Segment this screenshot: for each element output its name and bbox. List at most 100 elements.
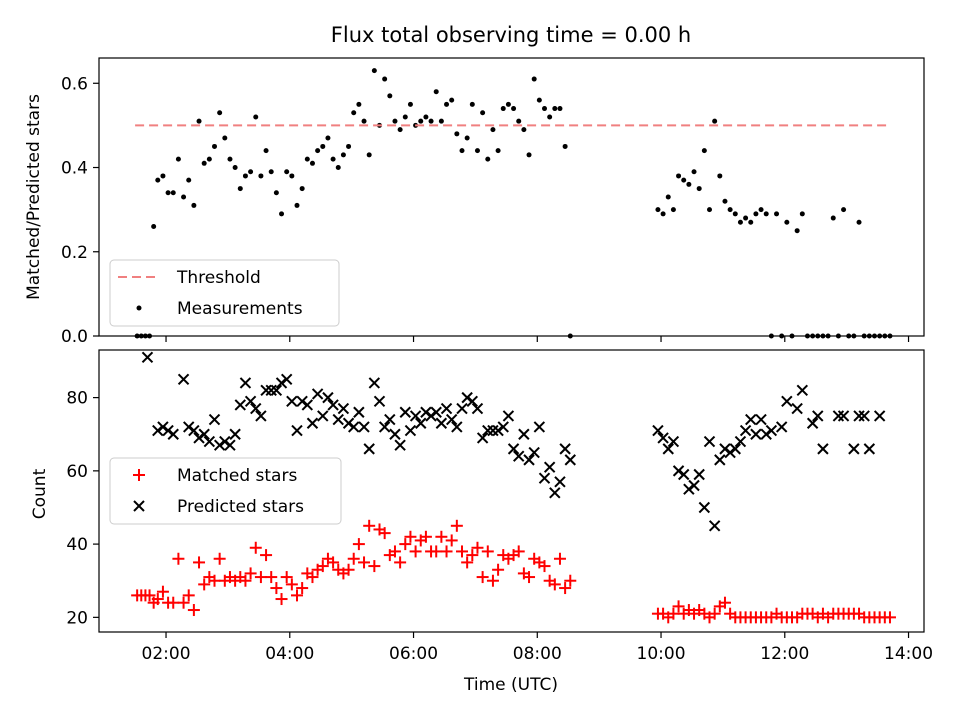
measurement-point xyxy=(521,127,527,133)
predicted-star-point xyxy=(445,413,458,426)
matched-star-point xyxy=(471,541,484,554)
count-plot-frame xyxy=(98,349,925,633)
measurement-point xyxy=(449,97,455,103)
predicted-star-point xyxy=(373,395,386,407)
matched-star-point xyxy=(151,593,164,606)
matched-star-point xyxy=(445,534,458,547)
measurement-point xyxy=(335,165,341,171)
measurement-point xyxy=(361,118,367,124)
predicted-star-point xyxy=(368,377,381,389)
predicted-star-point xyxy=(456,402,468,415)
measurement-point xyxy=(799,211,805,217)
predicted-star-point xyxy=(322,391,334,404)
measurement-point xyxy=(268,169,274,175)
predicted-star-point xyxy=(507,443,520,455)
measurement-point xyxy=(485,156,491,162)
matched-star-point xyxy=(352,538,365,551)
predicted-star-point xyxy=(714,454,726,466)
measurement-point xyxy=(284,169,290,175)
measurement-point xyxy=(459,148,465,154)
matched-star-point xyxy=(285,578,298,591)
predicted-star-point xyxy=(781,395,793,407)
matched-star-point xyxy=(187,604,200,617)
measurement-point xyxy=(469,101,475,107)
ratio-y-axis-label: Matched/Predicted stars xyxy=(24,94,44,300)
measurement-point xyxy=(206,156,212,162)
measurement-point xyxy=(227,156,233,162)
matched-star-point xyxy=(450,519,463,532)
measurement-point xyxy=(356,101,362,107)
predicted-star-point xyxy=(311,388,324,400)
predicted-star-point xyxy=(234,399,246,411)
measurement-point xyxy=(753,211,759,217)
measurement-point xyxy=(258,173,264,179)
matched-star-point xyxy=(564,574,577,587)
predicted-star-point xyxy=(337,402,350,415)
legend-predicted-swatch xyxy=(133,500,145,512)
predicted-star-point xyxy=(435,417,448,429)
measurement-point xyxy=(294,202,300,208)
predicted-star-point xyxy=(162,424,174,437)
measurement-point xyxy=(474,148,480,154)
measurement-point xyxy=(743,215,749,221)
predicted-star-point xyxy=(528,446,540,459)
legend-threshold-label: Threshold xyxy=(176,268,261,288)
matched-star-point xyxy=(481,545,494,558)
predicted-star-point xyxy=(389,428,401,440)
predicted-star-point xyxy=(678,468,690,481)
predicted-star-point xyxy=(791,402,803,415)
measurement-point xyxy=(526,152,532,158)
predicted-star-point xyxy=(657,432,669,444)
predicted-star-point xyxy=(280,373,293,386)
matched-star-point xyxy=(883,611,896,624)
measurement-point xyxy=(737,219,743,225)
measurement-point xyxy=(712,118,718,124)
measurement-point xyxy=(155,177,161,183)
predicted-star-point xyxy=(265,384,277,396)
count-x-ticks: 02:00 04:00 06:00 08:00 10:00 12:00 14:00 xyxy=(142,632,933,664)
measurement-point xyxy=(423,114,429,120)
matched-star-point xyxy=(538,560,551,573)
predicted-star-point xyxy=(451,421,463,433)
matched-star-point xyxy=(708,607,721,620)
measurement-point xyxy=(402,114,408,120)
measurement-point xyxy=(490,127,496,133)
matched-star-point xyxy=(249,541,262,554)
predicted-star-point xyxy=(193,432,205,444)
matched-star-point xyxy=(177,596,190,609)
measurement-point xyxy=(531,76,537,82)
measurement-point xyxy=(181,194,187,200)
x-tick-label: 12:00 xyxy=(760,644,809,664)
measurement-point xyxy=(691,169,697,175)
matched-star-point xyxy=(430,545,443,558)
matched-star-point xyxy=(270,582,283,595)
predicted-star-point xyxy=(755,413,767,426)
x-tick-label: 08:00 xyxy=(513,644,562,664)
predicted-star-point xyxy=(415,417,427,429)
matched-star-point xyxy=(409,545,422,558)
predicted-star-point xyxy=(775,421,788,433)
measurement-point xyxy=(841,207,847,213)
matched-star-point xyxy=(440,545,453,558)
predicted-star-point xyxy=(652,424,664,437)
predicted-star-point xyxy=(409,410,422,422)
predicted-star-point xyxy=(461,391,473,404)
predicted-star-point xyxy=(224,439,236,451)
measurement-point xyxy=(681,177,687,183)
matched-star-point xyxy=(548,578,561,591)
matched-star-point xyxy=(182,589,195,602)
matched-star-point xyxy=(316,560,329,573)
predicted-star-point xyxy=(739,424,752,437)
matched-star-point xyxy=(378,527,391,540)
measurement-point xyxy=(830,215,836,221)
predicted-star-point xyxy=(440,402,453,415)
predicted-star-point xyxy=(301,399,314,411)
matched-star-point xyxy=(167,596,180,609)
predicted-star-point xyxy=(672,465,685,477)
measurement-point xyxy=(665,194,671,200)
predicted-star-point xyxy=(492,424,504,437)
measurement-point xyxy=(542,106,547,112)
predicted-star-point xyxy=(353,406,365,418)
predicted-star-point xyxy=(554,476,566,488)
